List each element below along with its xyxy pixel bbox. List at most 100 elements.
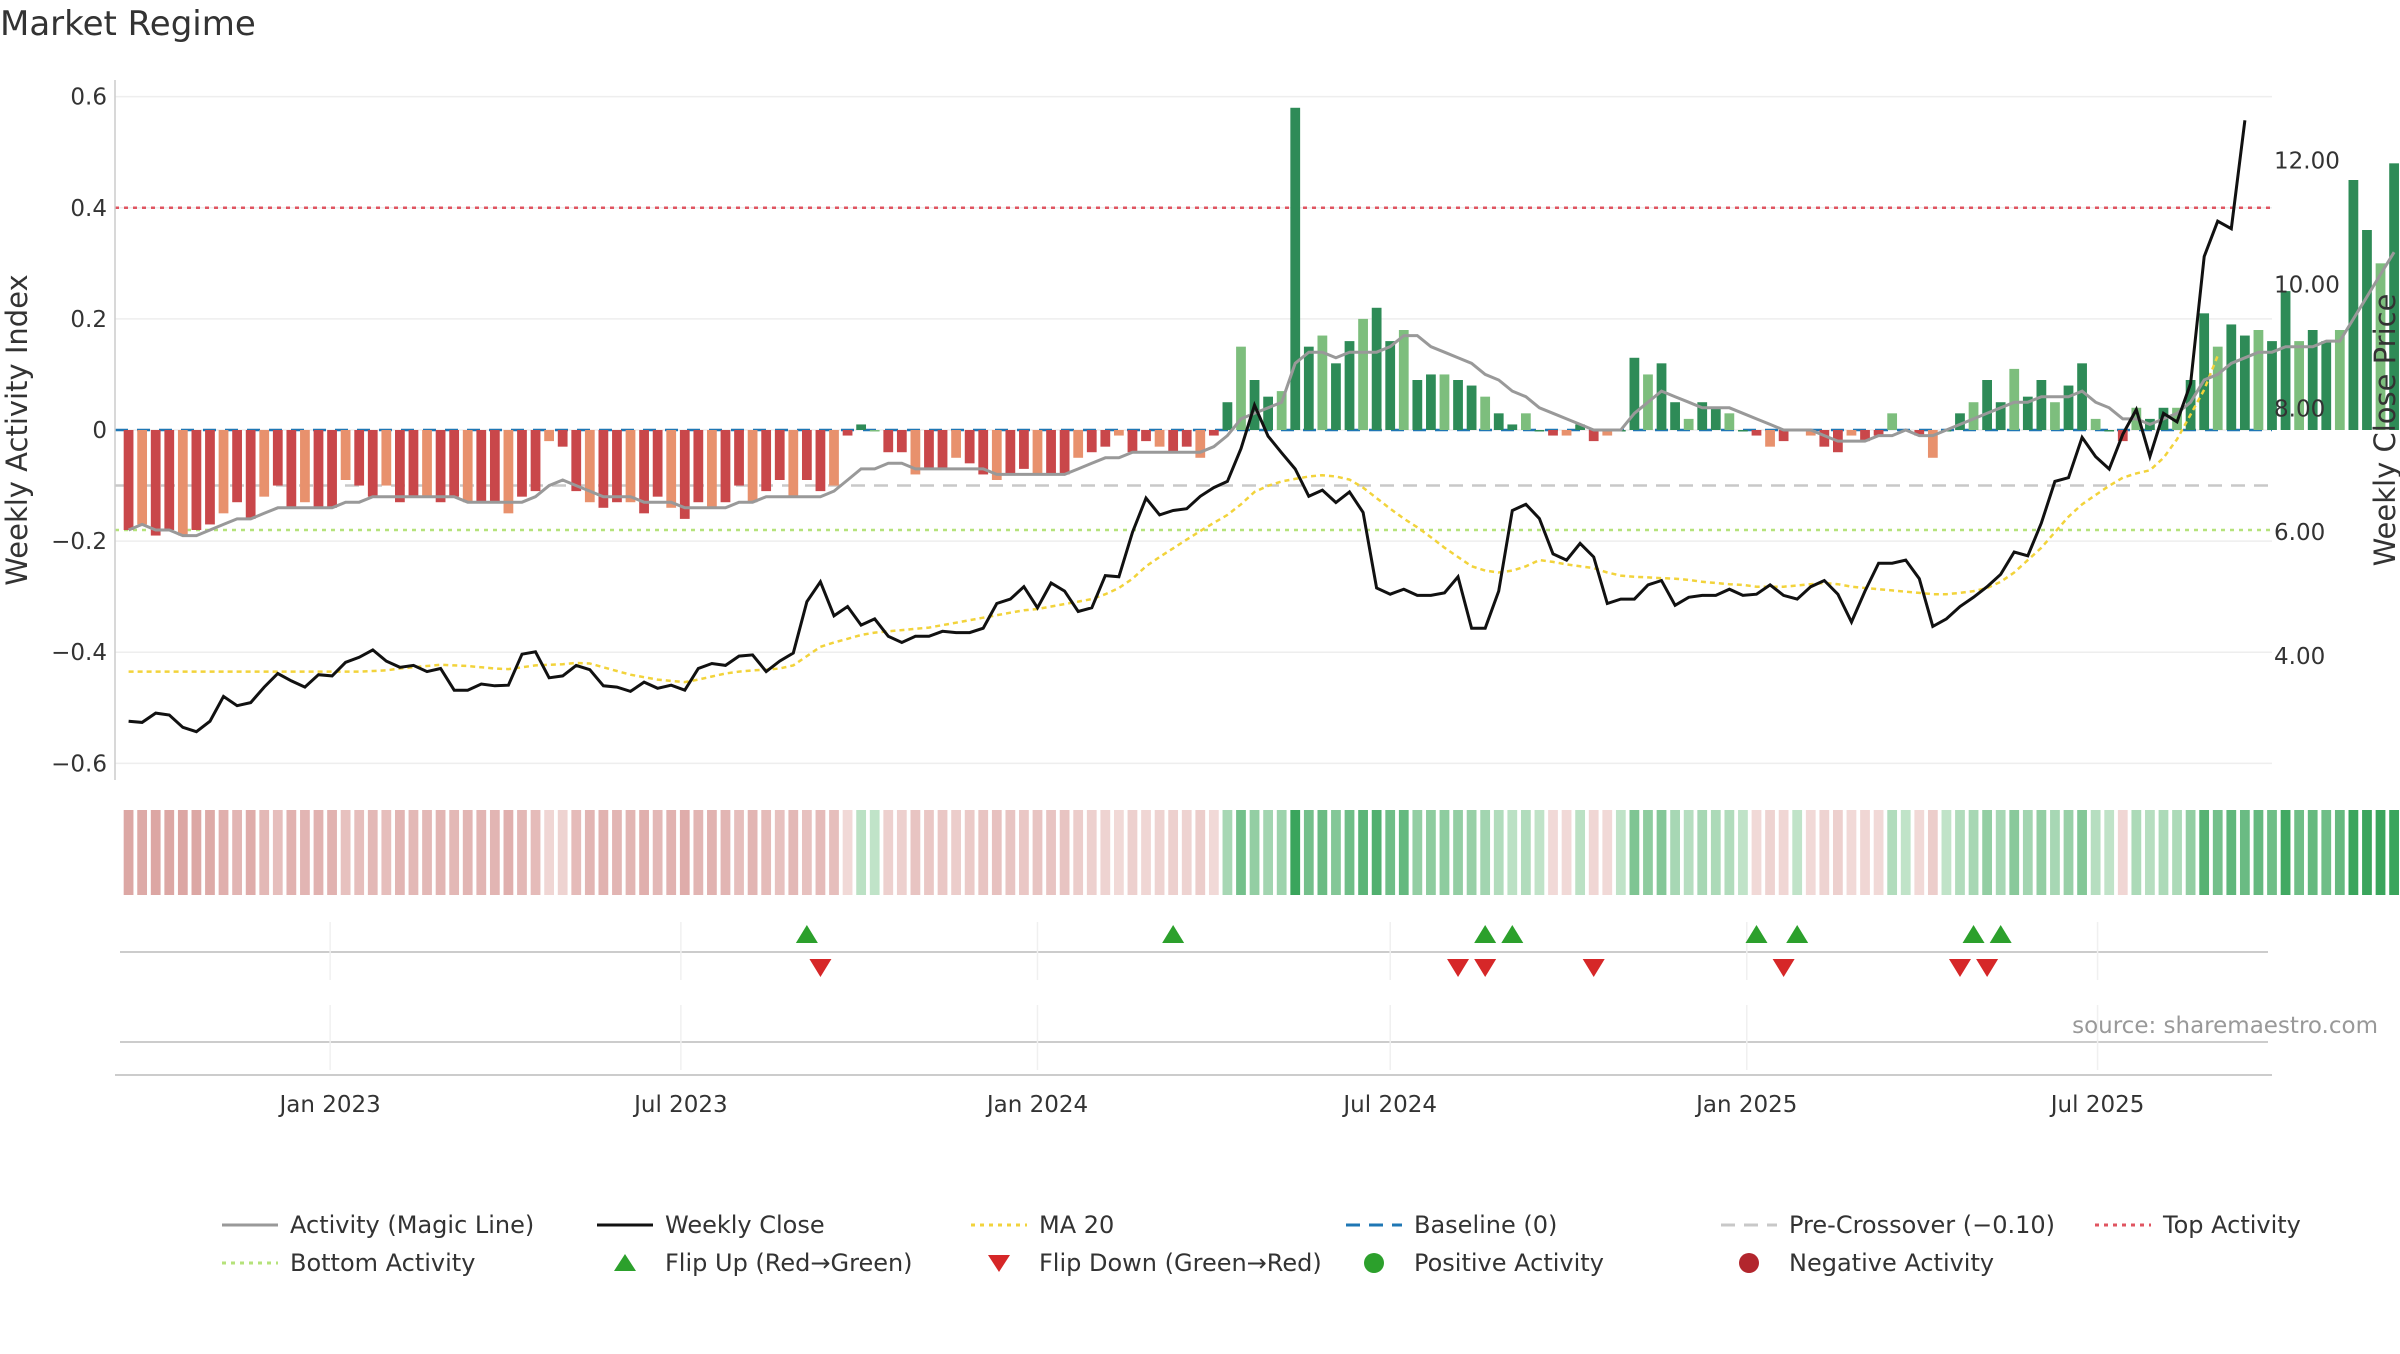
regime-cell <box>2077 810 2087 895</box>
activity-bar <box>978 430 989 475</box>
x-tick-label: Jul 2023 <box>632 1092 728 1118</box>
activity-bar <box>883 430 894 453</box>
regime-cell <box>991 810 1002 895</box>
regime-cell <box>517 810 527 895</box>
activity-bar <box>2362 230 2372 430</box>
activity-bar <box>2104 430 2115 432</box>
regime-cell <box>883 810 894 895</box>
regime-cell <box>1778 810 1789 895</box>
regime-cell <box>815 810 826 895</box>
activity-bar <box>1154 430 1165 447</box>
regime-cell <box>1860 810 1870 895</box>
regime-cell <box>340 810 351 895</box>
regime-cell <box>1819 810 1830 895</box>
regime-cell <box>232 810 242 895</box>
regime-cell <box>2131 810 2142 895</box>
activity-bar <box>367 430 378 497</box>
regime-cell <box>1073 810 1084 895</box>
reference-lines <box>115 206 2272 532</box>
source-note: source: sharemaestro.com <box>2072 1013 2378 1039</box>
regime-cell <box>801 810 812 895</box>
regime-cell <box>1724 810 1735 895</box>
regime-cell <box>2022 810 2033 895</box>
regime-cell <box>150 810 161 895</box>
activity-bar <box>598 430 609 508</box>
activity-bar <box>2253 330 2264 430</box>
regime-cell <box>1710 810 1721 895</box>
regime-cell <box>1005 810 1016 895</box>
regime-cell <box>2334 810 2345 895</box>
weekly-close-line <box>128 120 2247 734</box>
activity-bar <box>462 430 473 503</box>
activity-bar <box>1331 363 1341 430</box>
activity-bar <box>1765 430 1775 447</box>
y-tick-label: 0 <box>92 418 107 444</box>
activity-bar <box>964 430 975 464</box>
activity-bar <box>2022 396 2033 430</box>
regime-cell <box>2212 810 2223 895</box>
flip-down-marker <box>1772 959 1795 977</box>
regime-cell <box>557 810 568 895</box>
regime-cell <box>1181 810 1192 895</box>
activity-bar <box>1385 341 1396 430</box>
regime-cell <box>2145 810 2155 895</box>
regime-cell <box>666 810 677 895</box>
regime-cell <box>584 810 595 895</box>
regime-cell <box>476 810 487 895</box>
y2-tick-label: 4.00 <box>2274 644 2325 670</box>
activity-bar <box>1426 374 1436 430</box>
regime-cell <box>408 810 419 895</box>
activity-bar <box>584 430 595 503</box>
regime-cell <box>1398 810 1409 895</box>
regime-cell <box>2348 810 2359 895</box>
regime-cell <box>123 810 134 895</box>
activity-bar <box>1019 430 1029 469</box>
regime-cell <box>978 810 989 895</box>
activity-bar <box>313 430 324 508</box>
regime-cell <box>1086 810 1097 895</box>
regime-cell <box>856 810 867 895</box>
activity-bar <box>2226 324 2237 430</box>
activity-bar <box>1412 380 1423 430</box>
activity-bar <box>2334 330 2345 430</box>
activity-bar <box>1778 430 1789 442</box>
activity-bar <box>1181 430 1192 447</box>
regime-cell <box>1019 810 1029 895</box>
regime-cell <box>2239 810 2250 895</box>
regime-cell <box>272 810 283 895</box>
y-tick-label: −0.6 <box>51 751 107 777</box>
regime-cell <box>205 810 215 895</box>
legend-item: Activity (Magic Line) <box>222 1211 534 1239</box>
activity-bar <box>381 430 392 486</box>
flip-up-marker <box>795 925 818 943</box>
regime-cell <box>1222 810 1233 895</box>
regime-cell <box>1236 810 1246 895</box>
regime-cell <box>1100 810 1111 895</box>
activity-bar <box>272 430 283 486</box>
activity-bar <box>1710 407 1721 430</box>
activity-bar <box>1127 430 1138 453</box>
activity-bar <box>829 430 839 486</box>
flip-down-marker <box>1582 959 1605 977</box>
regime-cell <box>829 810 839 895</box>
activity-bar <box>218 430 229 514</box>
regime-cell <box>1032 810 1043 895</box>
activity-bar <box>734 430 744 486</box>
legend-triangle-down-icon <box>988 1255 1010 1272</box>
regime-cell <box>1575 810 1586 895</box>
flip-down-marker <box>809 959 832 977</box>
y2-tick-label: 12.00 <box>2274 149 2340 175</box>
regime-cell <box>842 810 853 895</box>
activity-bar <box>1168 430 1179 453</box>
x-tick-label: Jan 2023 <box>277 1092 380 1118</box>
activity-bar <box>1805 430 1816 436</box>
regime-cell <box>612 810 622 895</box>
activity-bar <box>1317 335 1328 430</box>
activity-bar <box>1398 330 1409 430</box>
regime-cell <box>625 810 636 895</box>
regime-cell <box>1466 810 1477 895</box>
activity-bar <box>1141 430 1151 442</box>
regime-cell <box>2267 810 2277 895</box>
activity-bar <box>1195 430 1206 458</box>
